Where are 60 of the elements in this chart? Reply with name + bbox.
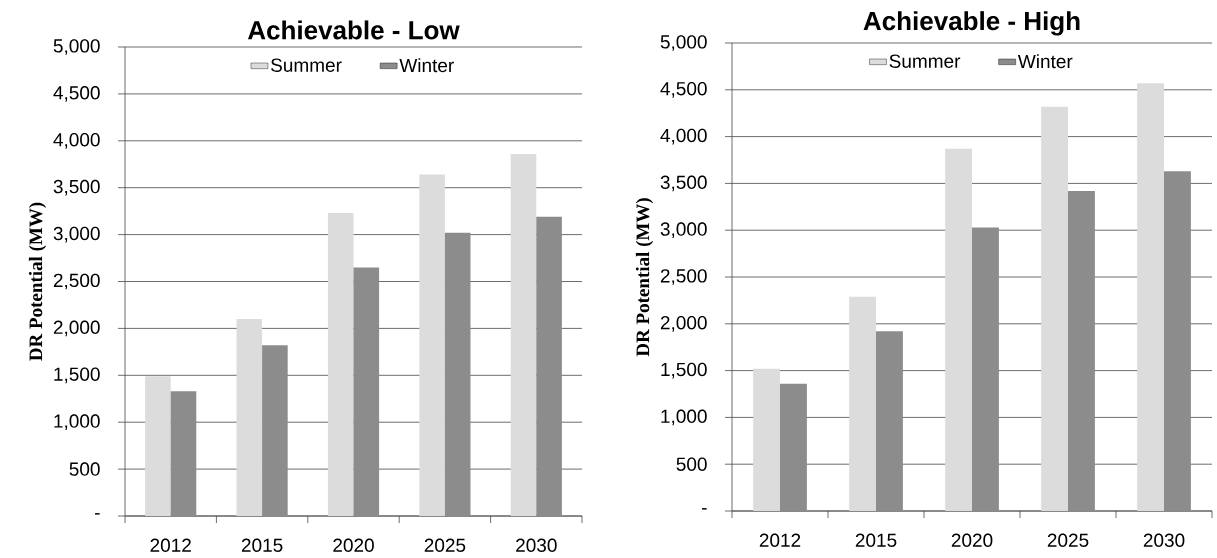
y-tick-label: 4,000 [660, 128, 707, 145]
y-tick-label: 1,500 [661, 362, 707, 379]
bar [353, 267, 380, 516]
y-tick-label: 1,000 [661, 409, 707, 426]
y-tick-label: 2,500 [660, 269, 707, 285]
bar [972, 227, 999, 511]
bar [236, 319, 263, 516]
y-tick-label: 4,000 [53, 132, 100, 149]
bar [510, 153, 537, 516]
bar [444, 232, 471, 516]
legend-label: Winter [1017, 54, 1073, 69]
bar [876, 331, 903, 511]
x-tick-label: 2030 [1143, 533, 1185, 547]
y-tick-label: 1,500 [54, 367, 100, 384]
bar [1068, 190, 1095, 511]
bar [753, 368, 781, 511]
bar [849, 296, 877, 511]
y-axis-title: DR Potential (MW) [28, 202, 47, 361]
bar [327, 213, 354, 516]
x-tick-label: 2015 [241, 538, 283, 552]
bar [170, 391, 197, 516]
y-tick-label: - [95, 513, 100, 515]
x-tick-label: 2012 [759, 533, 801, 547]
y-tick-label: 1,000 [54, 414, 100, 431]
x-tick-label: 2020 [333, 538, 374, 552]
bar [536, 216, 562, 516]
bar [1137, 83, 1165, 511]
y-tick-label: 3,500 [660, 175, 707, 192]
legend-label: Summer [889, 54, 961, 68]
y-tick-label: 4,500 [660, 81, 707, 98]
chart-title: Achievable - Low [247, 20, 460, 40]
y-tick-label: 3,500 [53, 179, 100, 196]
legend-label: Summer [271, 58, 342, 72]
y-tick-label: 500 [69, 462, 100, 476]
y-tick-label: - [702, 508, 707, 510]
y-tick-label: 2,500 [53, 273, 100, 290]
bar [1041, 106, 1069, 511]
bar [1164, 171, 1191, 511]
x-tick-label: 2025 [1047, 533, 1089, 547]
x-tick-label: 2030 [516, 538, 557, 552]
y-tick-label: 4,500 [53, 86, 100, 102]
chart-title: Achievable - High [863, 11, 1080, 36]
y-axis-title: DR Potential (MW) [635, 198, 654, 357]
y-tick-label: 3,000 [53, 226, 100, 243]
bar [945, 148, 973, 511]
y-tick-label: 3,000 [660, 222, 707, 239]
y-tick-label: 2,000 [660, 315, 707, 332]
x-tick-label: 2020 [951, 533, 993, 547]
x-tick-label: 2025 [424, 538, 466, 552]
bar [262, 345, 288, 516]
y-tick-label: 500 [676, 457, 707, 471]
x-tick-label: 2015 [855, 533, 897, 547]
x-tick-label: 2012 [150, 538, 191, 552]
y-tick-label: 2,000 [53, 320, 100, 337]
y-tick-label: 5,000 [660, 35, 707, 51]
y-tick-label: 5,000 [53, 39, 100, 55]
legend-label: Winter [399, 58, 454, 73]
bar [145, 376, 171, 516]
bar [419, 174, 445, 516]
bar [780, 383, 807, 511]
